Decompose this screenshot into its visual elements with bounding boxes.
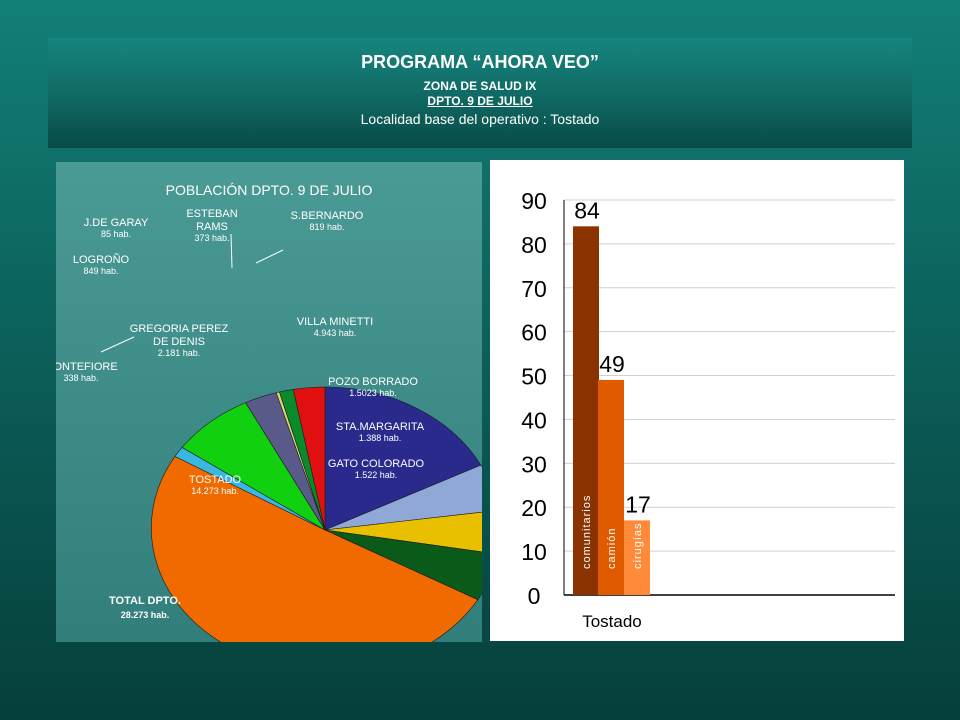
pie-label: MONTEFIORE338 hab. [44, 361, 118, 383]
pie-label-name: GATO COLORADO [328, 458, 425, 470]
page-title: PROGRAMA “AHORA VEO” [361, 52, 599, 72]
pie-label-name: VILLA MINETTI [297, 316, 373, 328]
bar [624, 520, 650, 595]
dept-subtitle: DPTO. 9 DE JULIO [427, 94, 533, 108]
pie-label-name: S.BERNARDO [291, 210, 364, 222]
pie-label-name: GREGORIA PEREZ [130, 323, 229, 335]
total-value: 28.273 hab. [121, 610, 170, 620]
series-label: cirugías [632, 522, 644, 569]
y-tick-label: 80 [521, 232, 547, 258]
y-tick-label: 20 [521, 495, 547, 521]
pie-label-name: POZO BORRADO [328, 376, 418, 388]
pie-label-name: LOGROÑO [73, 253, 130, 266]
y-tick-label: 0 [528, 583, 541, 609]
pie-label-value: 373 hab. [194, 233, 229, 243]
pie-label-value: 4.943 hab. [314, 328, 357, 338]
pie-label-value: 849 hab. [83, 266, 118, 276]
population-pie-chart: POBLACIÓN DPTO. 9 DE JULIO VILLA MINETTI4… [44, 182, 501, 672]
population-pie-panel: POBLACIÓN DPTO. 9 DE JULIO VILLA MINETTI 4… [44, 162, 501, 672]
total-label: TOTAL DPTO. [109, 595, 181, 607]
pie-label-name: DE DENIS [153, 336, 205, 348]
y-tick-label: 10 [521, 539, 547, 565]
leader-line [100, 336, 135, 353]
pie-label-value: 2.181 hab. [158, 348, 201, 358]
y-tick-label: 30 [521, 451, 547, 477]
y-tick-label: 90 [521, 188, 547, 214]
y-tick-label: 50 [521, 364, 547, 390]
y-tick-label: 60 [521, 320, 547, 346]
pie-label-name: J.DE GARAY [84, 217, 149, 229]
pie-label-value: 338 hab. [63, 373, 98, 383]
pie-label-value: 819 hab. [309, 222, 344, 232]
pie-label-name: ESTEBAN [186, 208, 237, 220]
pie-label-value: 1.388 hab. [359, 433, 402, 443]
series-label: comunitarios [581, 495, 593, 569]
bar-value-label: 49 [599, 351, 625, 377]
header-banner: PROGRAMA “AHORA VEO” ZONA DE SALUD IX DP… [48, 38, 912, 148]
zone-subtitle: ZONA DE SALUD IX [423, 79, 537, 93]
pie-label-value: 1.522 hab. [355, 470, 398, 480]
operations-bar-chart: 0 10 20 30 40 50 60 70 80 90 84 comunitarios 49 camió… [521, 188, 895, 631]
pie-label-value: 85 hab. [101, 229, 131, 239]
operations-bar-panel: 0 10 20 30 40 50 60 70 80 90 84 comunitarios 49 camió… [490, 160, 904, 641]
pie-label-value: 1.5023 hab. [349, 388, 397, 398]
pie-slice [324, 386, 482, 531]
x-category-label: Tostado [582, 612, 642, 631]
leader-line [255, 249, 284, 264]
locality-subtitle: Localidad base del operativo : Tostado [360, 111, 600, 127]
pie-slice [292, 386, 326, 531]
pie-label-name: STA.MARGARITA [336, 421, 425, 433]
bar [598, 379, 624, 595]
pie-label-value: 14.273 hab. [191, 486, 239, 496]
pie-title: POBLACIÓN DPTO. 9 DE JULIO [166, 182, 373, 198]
leader-line [230, 233, 233, 269]
pie-label-name: RAMS [196, 221, 228, 233]
pie-label-name: TOSTADO [189, 474, 242, 486]
bar-value-label: 84 [574, 197, 600, 223]
pie-label-name: MONTEFIORE [56, 361, 118, 373]
y-tick-label: 40 [521, 407, 547, 433]
y-tick-label: 70 [521, 276, 547, 302]
bar-value-label: 17 [625, 491, 651, 517]
bar [573, 226, 599, 595]
series-label: camión [606, 528, 618, 569]
